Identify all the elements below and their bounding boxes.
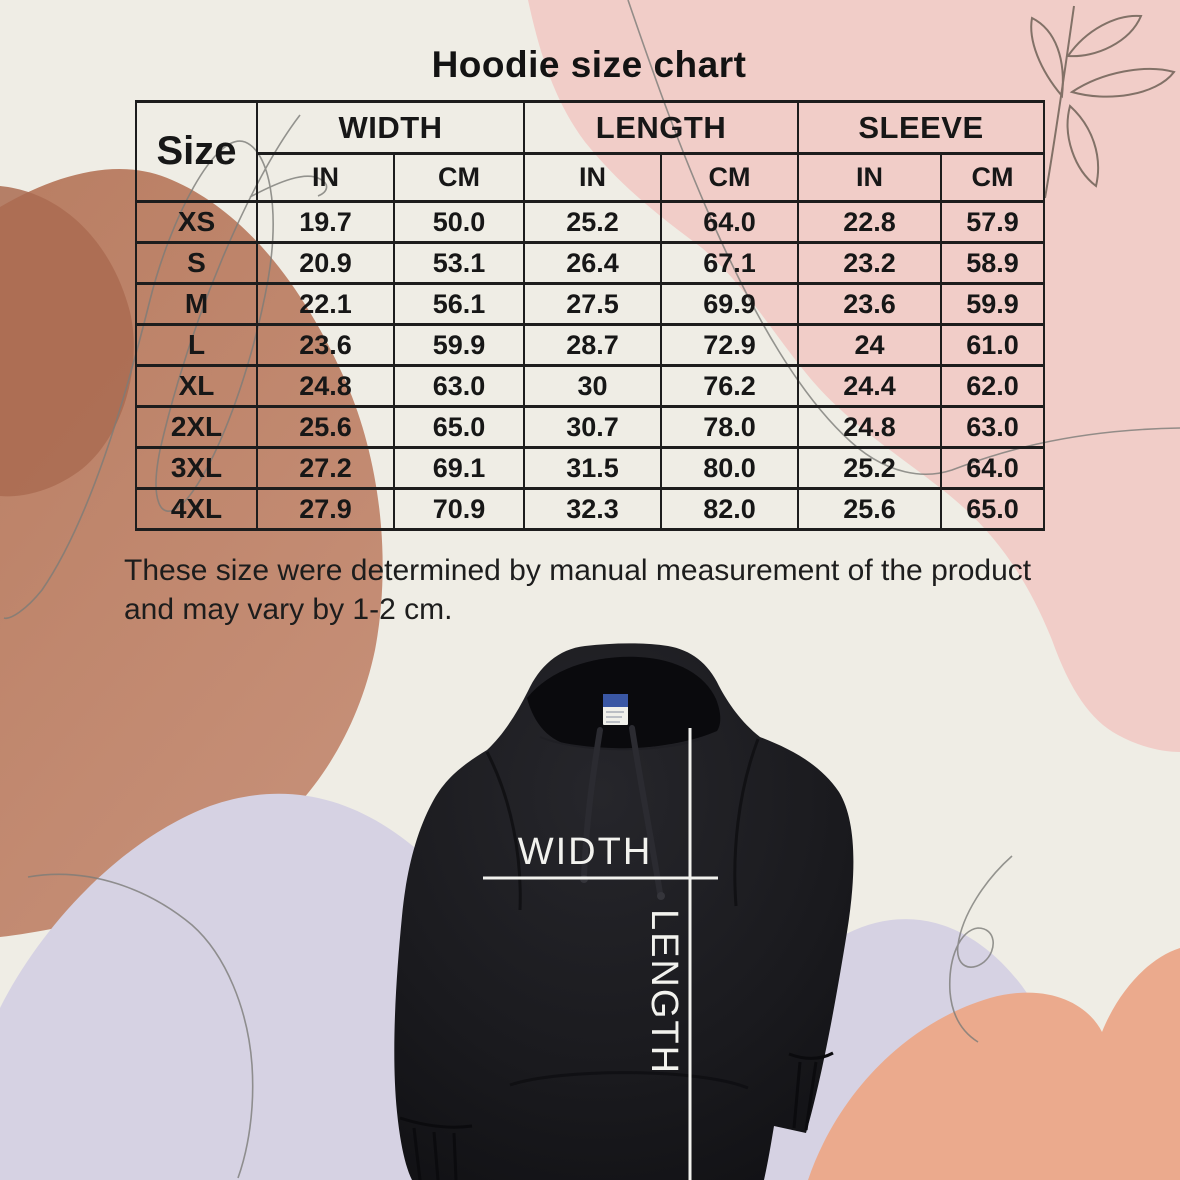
pocket-seam (509, 1071, 749, 1090)
length-label: LENGTH (643, 909, 685, 1075)
measurement-note: These size were determined by manual mea… (124, 551, 1114, 629)
armhole-seams (485, 738, 760, 911)
value-cell: 23.6 (256, 323, 395, 367)
value-cell: 58.9 (939, 241, 1046, 285)
page-title: Hoodie size chart (431, 44, 747, 85)
table-row: M 22.1 56.1 27.5 69.9 23.6 59.9 (135, 282, 1046, 326)
value-cell: 25.2 (797, 446, 942, 490)
value-cell: 28.7 (523, 323, 662, 367)
note-line-1: These size were determined by manual mea… (124, 554, 1032, 587)
value-cell: 24.8 (256, 364, 395, 408)
value-cell: 25.2 (523, 200, 662, 244)
value-cell: 57.9 (939, 200, 1046, 244)
value-cell: 69.9 (660, 282, 799, 326)
value-cell: 65.0 (939, 487, 1046, 531)
value-cell: 32.3 (523, 487, 662, 531)
value-cell: 31.5 (523, 446, 662, 490)
size-cell: L (135, 323, 258, 367)
value-cell: 30.7 (523, 405, 662, 449)
value-cell: 27.2 (256, 446, 395, 490)
value-cell: 63.0 (393, 364, 525, 408)
group-header-length: LENGTH (523, 100, 799, 155)
group-header-sleeve: SLEEVE (796, 100, 1046, 155)
group-header-width: WIDTH (256, 100, 525, 155)
value-cell: 64.0 (939, 446, 1046, 490)
note-line-2: and may vary by 1-2 cm. (124, 593, 453, 626)
value-cell: 23.6 (797, 282, 942, 326)
value-cell: 67.1 (660, 241, 799, 285)
value-cell: 19.7 (256, 200, 395, 244)
value-cell: 24 (797, 323, 942, 367)
size-cell: 2XL (135, 405, 258, 449)
unit-header: IN (797, 152, 942, 203)
table-row: XL 24.8 63.0 30 76.2 24.4 62.0 (135, 364, 1046, 408)
value-cell: 72.9 (660, 323, 799, 367)
neck-rim-fold (539, 736, 701, 751)
unit-header: CM (939, 152, 1046, 203)
value-cell: 69.1 (393, 446, 525, 490)
peach-blob (808, 948, 1180, 1180)
unit-header: CM (660, 152, 799, 203)
leaf-line-art (1030, 5, 1176, 199)
value-cell: 59.9 (939, 282, 1046, 326)
value-cell: 22.8 (797, 200, 942, 244)
hoodie-silhouette (394, 643, 854, 1180)
value-cell: 64.0 (660, 200, 799, 244)
value-cell: 23.2 (797, 241, 942, 285)
size-table: Size WIDTH LENGTH SLEEVE IN CM IN CM IN … (135, 100, 1046, 531)
value-cell: 24.4 (797, 364, 942, 408)
cuff-ribbing (399, 1051, 834, 1180)
measurement-overlay: WIDTH LENGTH (483, 728, 718, 1180)
value-cell: 56.1 (393, 282, 525, 326)
value-cell: 82.0 (660, 487, 799, 531)
width-label: WIDTH (518, 831, 653, 873)
clay-blob-dark (0, 186, 134, 497)
value-cell: 63.0 (939, 405, 1046, 449)
table-row: S 20.9 53.1 26.4 67.1 23.2 58.9 (135, 241, 1046, 285)
value-cell: 50.0 (393, 200, 525, 244)
value-cell: 59.9 (393, 323, 525, 367)
value-cell: 53.1 (393, 241, 525, 285)
size-column-header: Size (135, 100, 258, 203)
table-row: 2XL 25.6 65.0 30.7 78.0 24.8 63.0 (135, 405, 1046, 449)
value-cell: 26.4 (523, 241, 662, 285)
value-cell: 24.8 (797, 405, 942, 449)
unit-header: CM (393, 152, 525, 203)
scribble-bottom-left-curve (27, 873, 254, 1179)
value-cell: 30 (523, 364, 662, 408)
table-row: XS 19.7 50.0 25.2 64.0 22.8 57.9 (135, 200, 1046, 244)
value-cell: 22.1 (256, 282, 395, 326)
table-row: 3XL 27.2 69.1 31.5 80.0 25.2 64.0 (135, 446, 1046, 490)
value-cell: 25.6 (797, 487, 942, 531)
size-cell: S (135, 241, 258, 285)
scribble-bottom-right-squiggle (949, 855, 1013, 1043)
value-cell: 70.9 (393, 487, 525, 531)
size-cell: XS (135, 200, 258, 244)
size-cell: M (135, 282, 258, 326)
size-cell: 4XL (135, 487, 258, 531)
group-header-row: Size WIDTH LENGTH SLEEVE (135, 100, 1046, 203)
value-cell: 76.2 (660, 364, 799, 408)
hoodie-image (394, 643, 854, 1180)
table-row: L 23.6 59.9 28.7 72.9 24 61.0 (135, 323, 1046, 367)
neck-tag (603, 694, 628, 725)
drawstring-tip (657, 892, 665, 900)
size-cell: 3XL (135, 446, 258, 490)
value-cell: 78.0 (660, 405, 799, 449)
table-row: 4XL 27.9 70.9 32.3 82.0 25.6 65.0 (135, 487, 1046, 531)
unit-header-row: IN CM IN CM IN CM (136, 152, 1046, 203)
value-cell: 80.0 (660, 446, 799, 490)
value-cell: 27.9 (256, 487, 395, 531)
value-cell: 20.9 (256, 241, 395, 285)
value-cell: 25.6 (256, 405, 395, 449)
drawstrings (581, 725, 663, 896)
unit-header: IN (523, 152, 662, 203)
unit-header: IN (256, 152, 395, 203)
value-cell: 61.0 (939, 323, 1046, 367)
value-cell: 62.0 (939, 364, 1046, 408)
value-cell: 27.5 (523, 282, 662, 326)
value-cell: 65.0 (393, 405, 525, 449)
size-cell: XL (135, 364, 258, 408)
